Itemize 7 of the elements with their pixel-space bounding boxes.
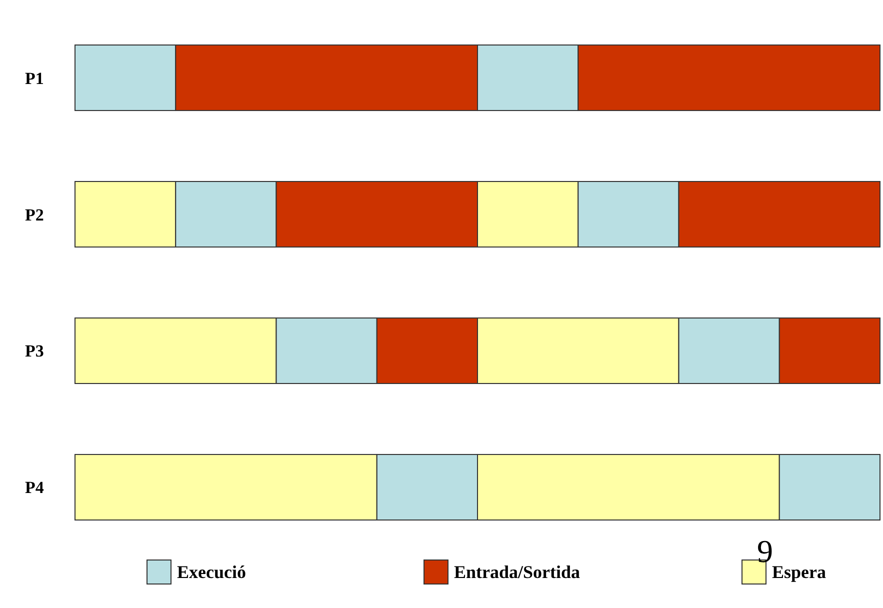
legend-label: Execució — [177, 562, 246, 582]
y-tick-label: P2 — [25, 205, 44, 224]
legend-label: Entrada/Sortida — [454, 562, 580, 582]
y-tick-label: P4 — [25, 478, 44, 498]
legend-label: Espera — [772, 562, 826, 582]
y-tick-label: P1 — [25, 68, 44, 88]
y-tick-label: P3 — [25, 342, 44, 361]
